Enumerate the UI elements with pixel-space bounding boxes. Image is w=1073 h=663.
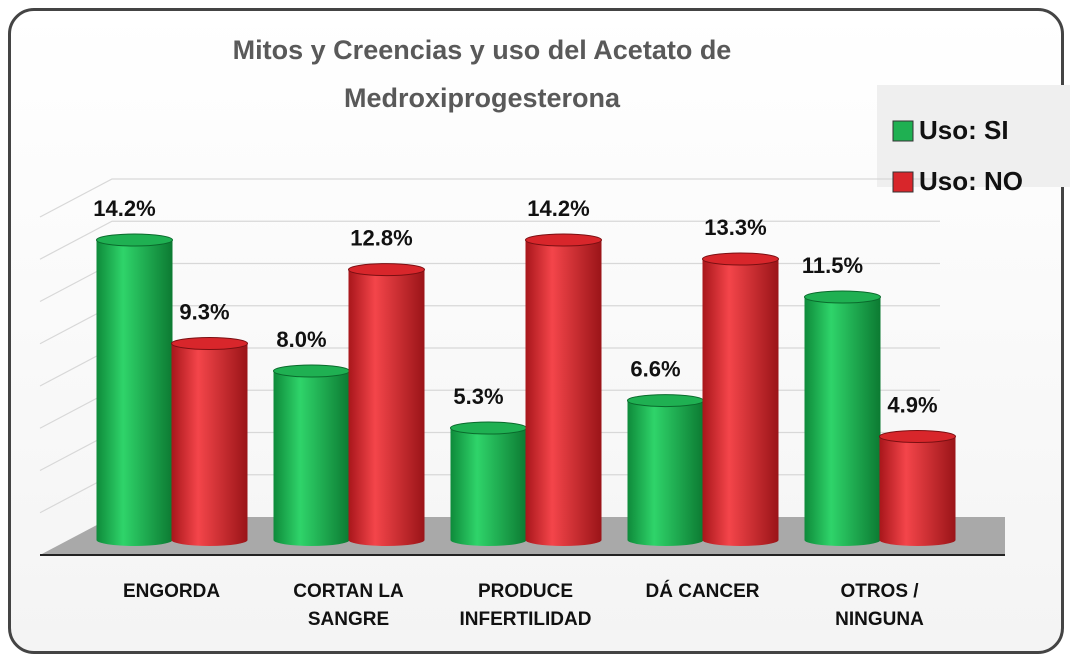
bar-part <box>450 421 527 435</box>
x-tick-label: PRODUCE INFERTILIDAD <box>459 581 592 630</box>
bar <box>348 263 425 546</box>
bar <box>525 233 602 546</box>
chart-title: Mitos y Creencias y uso del Acetato de <box>233 35 732 65</box>
bar-part <box>525 240 602 540</box>
bar-part <box>627 394 704 408</box>
bar-part <box>348 263 425 277</box>
value-label: 12.8% <box>350 225 412 250</box>
bar-part <box>804 297 881 540</box>
bar-part <box>702 259 779 540</box>
value-label: 14.2% <box>93 196 155 221</box>
bar-part <box>702 252 779 266</box>
value-label: 11.5% <box>802 253 863 278</box>
value-label: 8.0% <box>276 327 326 352</box>
x-tick-label: CORTAN LA SANGRE <box>293 581 404 630</box>
value-label: 4.9% <box>887 392 937 417</box>
grid-line <box>39 178 940 218</box>
bar-part <box>804 290 881 304</box>
bar-part <box>879 429 956 443</box>
legend-swatch <box>892 171 914 193</box>
bar <box>879 429 956 546</box>
bar-part <box>171 343 248 540</box>
bar <box>450 421 527 546</box>
bar-part <box>96 240 173 540</box>
grid-line <box>39 220 940 260</box>
bar <box>96 233 173 546</box>
bar-part <box>627 400 704 540</box>
bar-part <box>450 428 527 540</box>
bar <box>627 394 704 546</box>
value-label: 13.3% <box>704 215 766 240</box>
bar-part <box>348 269 425 540</box>
value-label: 14.2% <box>527 196 589 221</box>
x-tick-label: OTROS / NINGUNA <box>835 581 924 630</box>
chart-title: Medroxiprogesterona <box>344 83 621 113</box>
x-tick-label: ENGORDA <box>122 581 221 602</box>
x-tick-label: DÁ CANCER <box>645 581 760 602</box>
value-label: 9.3% <box>179 299 229 324</box>
legend-label: Uso: NO <box>919 166 1023 196</box>
legend-label: Uso: SI <box>919 115 1009 145</box>
value-label: 6.6% <box>630 356 680 381</box>
bar-part <box>171 337 248 351</box>
bar <box>804 290 881 546</box>
value-label: 5.3% <box>453 384 503 409</box>
bar-part <box>273 364 350 378</box>
bar-part <box>879 436 956 540</box>
bar-part <box>525 233 602 247</box>
bar-part <box>273 370 350 540</box>
legend-swatch <box>892 120 914 142</box>
bar <box>702 252 779 546</box>
bar <box>273 364 350 546</box>
bar <box>171 337 248 546</box>
bar-part <box>96 233 173 247</box>
